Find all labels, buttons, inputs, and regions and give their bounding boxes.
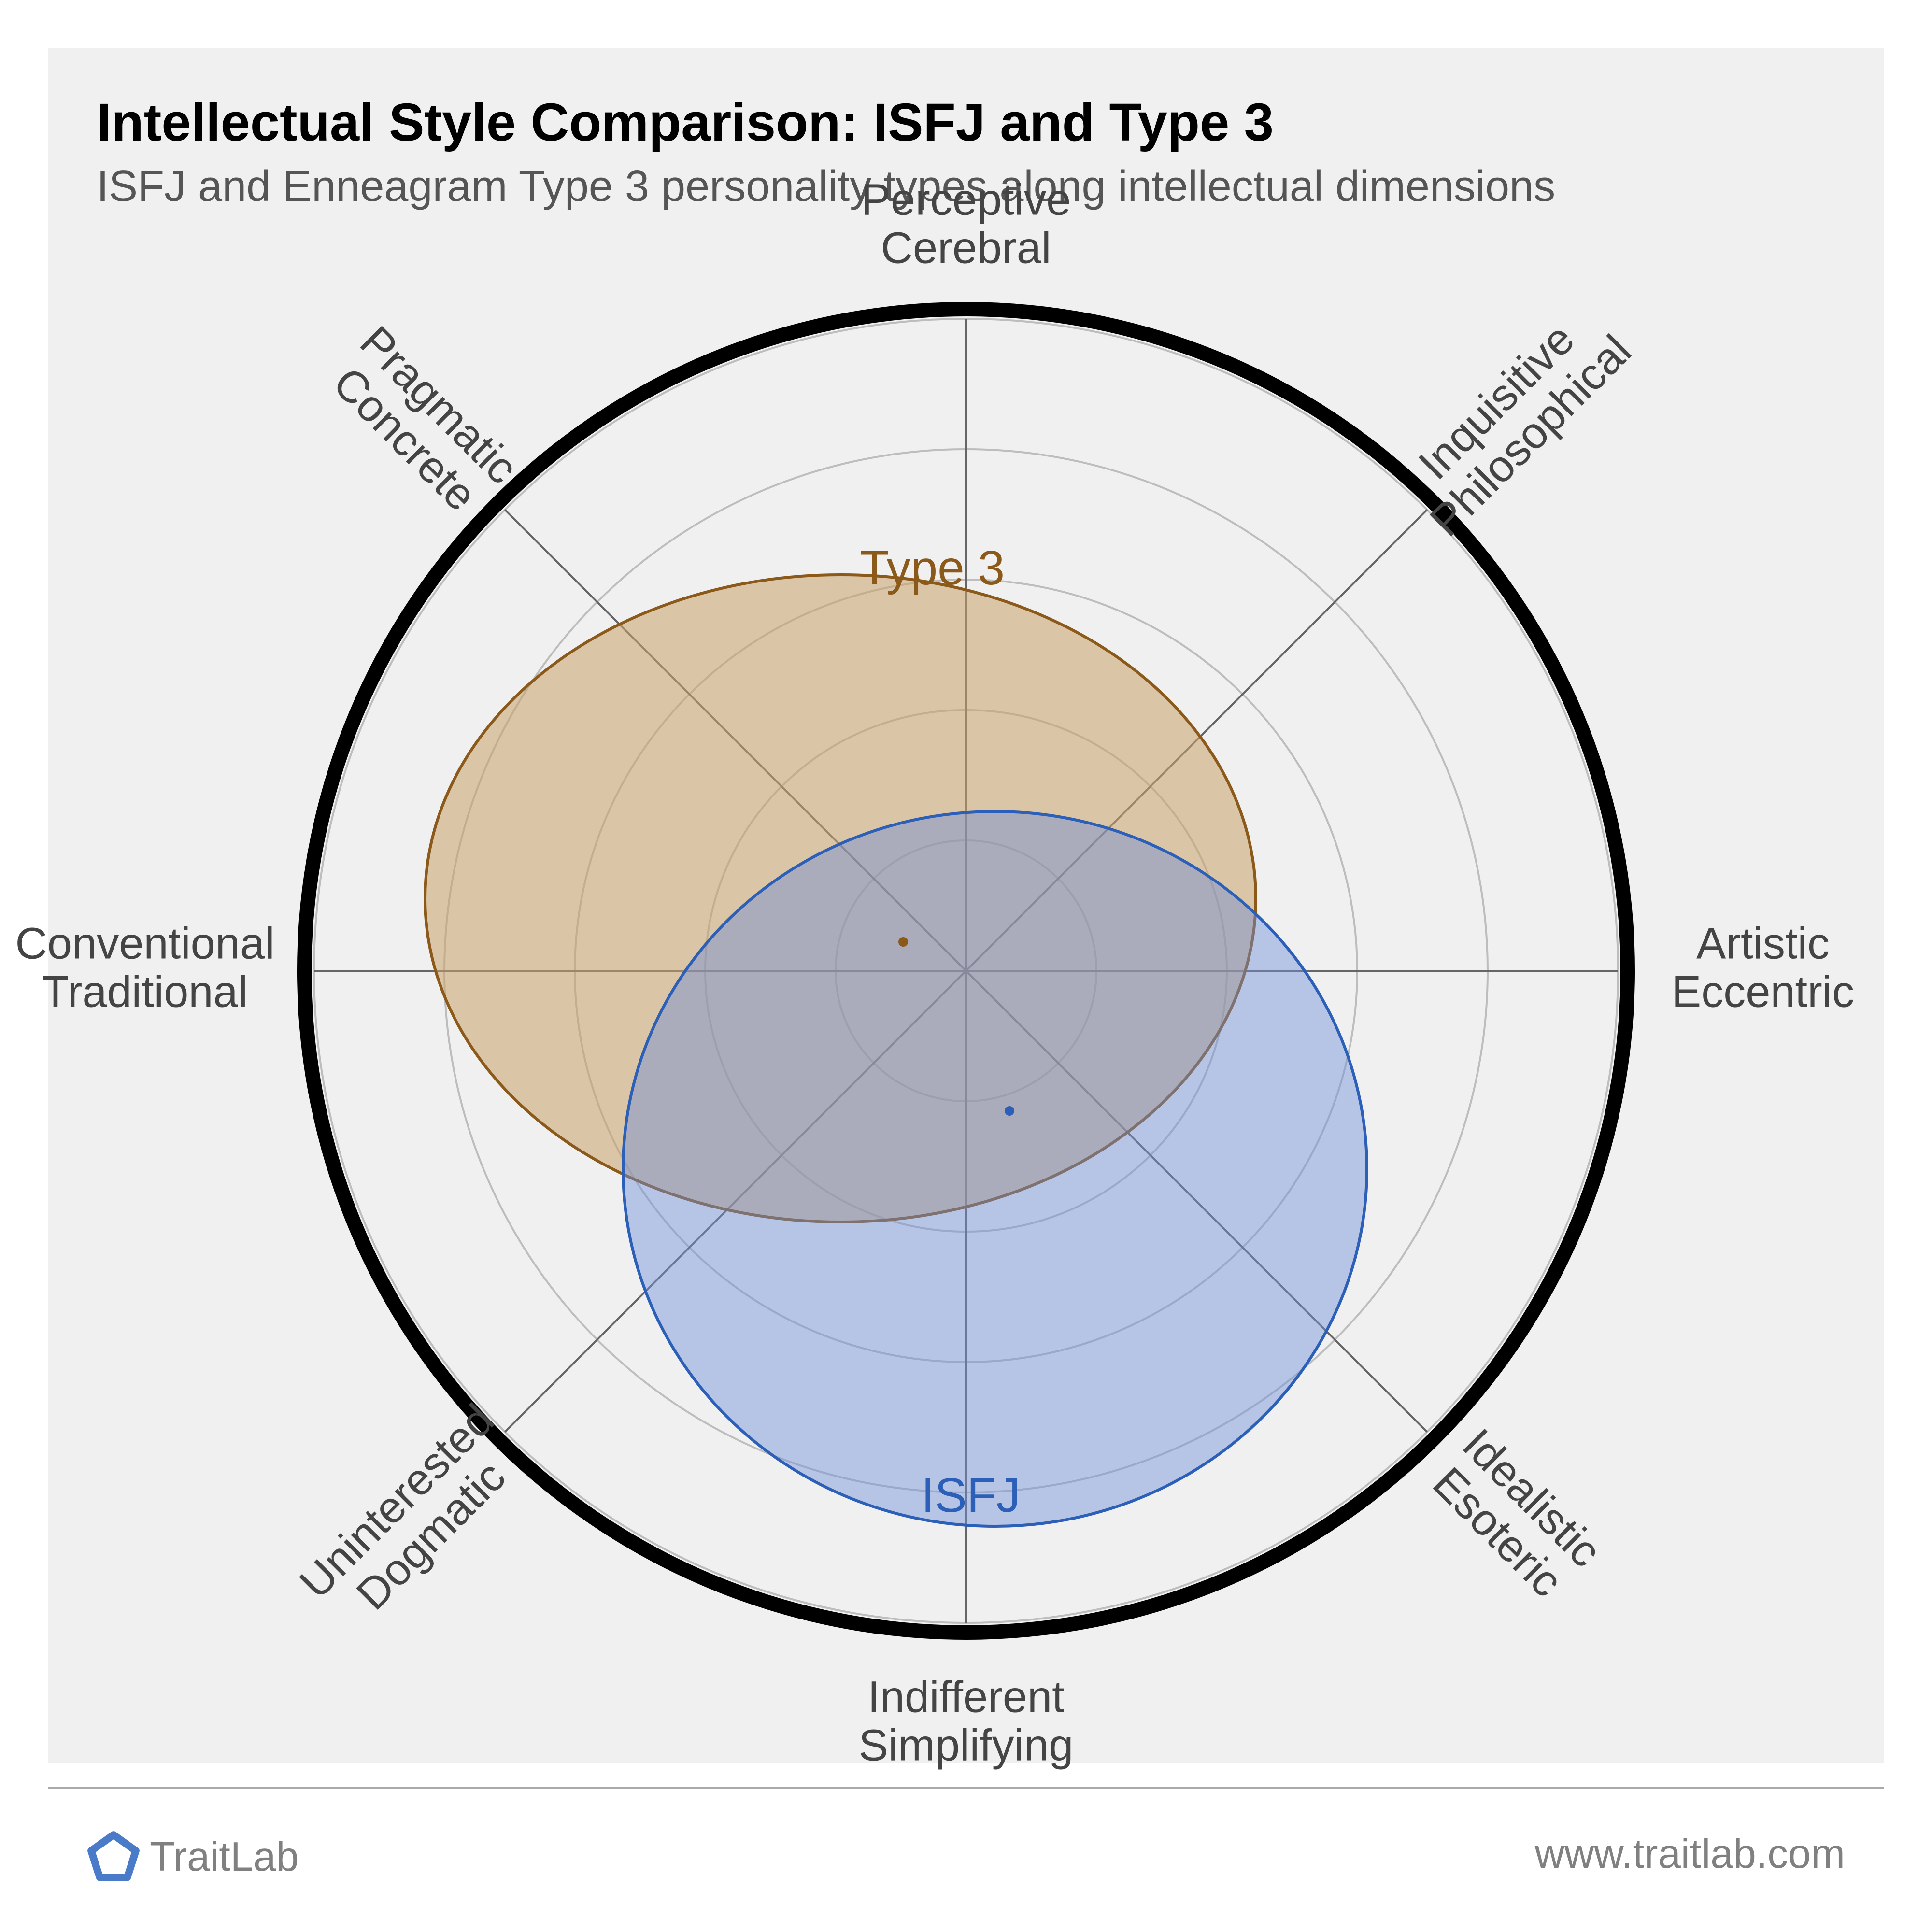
footer-brand: TraitLab bbox=[87, 1831, 299, 1884]
axis-label: Traditional bbox=[42, 967, 248, 1016]
footer-url: www.traitlab.com bbox=[1535, 1831, 1845, 1878]
page-root: Intellectual Style Comparison: ISFJ and … bbox=[0, 0, 1932, 1932]
blob-isfj bbox=[623, 811, 1367, 1526]
axis-label: Eccentric bbox=[1672, 967, 1854, 1016]
footer-divider bbox=[48, 1787, 1884, 1789]
blob-label-isfj: ISFJ bbox=[921, 1468, 1021, 1522]
axis-label: Indifferent bbox=[867, 1672, 1065, 1721]
axis-label: Artistic bbox=[1696, 919, 1830, 968]
axis-label: Perceptive bbox=[861, 175, 1071, 224]
traitlab-logo-icon bbox=[87, 1831, 140, 1884]
axis-label: Simplifying bbox=[859, 1720, 1074, 1770]
radar-chart-svg: Type 3ISFJPerceptiveCerebralInquisitiveP… bbox=[0, 0, 1932, 1932]
axis-label: Cerebral bbox=[881, 223, 1051, 272]
blob-label-type3: Type 3 bbox=[860, 541, 1005, 595]
axis-label: Conventional bbox=[15, 919, 274, 968]
footer-brand-text: TraitLab bbox=[150, 1833, 299, 1881]
